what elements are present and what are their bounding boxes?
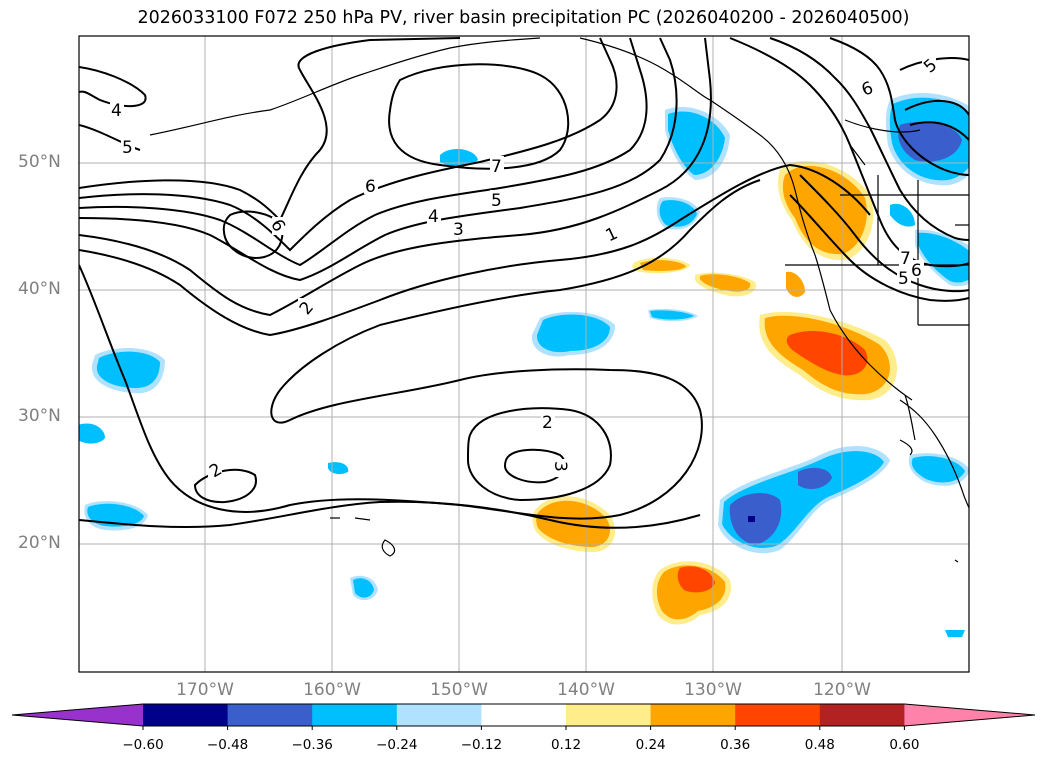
lat-label-50n: 50°N <box>18 152 61 172</box>
lon-label-170w: 170°W <box>176 680 234 700</box>
contour-label: 3 <box>453 220 464 240</box>
colorbar-tick-label: 0.48 <box>804 737 835 753</box>
contour-label: 6 <box>365 177 376 197</box>
pv-contours <box>79 37 969 529</box>
colorbar-tick-label: −0.36 <box>291 737 333 753</box>
precip-shading <box>79 93 969 637</box>
colorbar-segment <box>143 704 229 726</box>
contour-label: 3 <box>550 461 570 472</box>
contour-label: 2 <box>542 413 553 433</box>
lon-label-140w: 140°W <box>557 680 615 700</box>
colorbar-segment <box>312 704 398 726</box>
colorbar-tick-label: −0.48 <box>206 737 249 753</box>
colorbar-extend-high <box>904 704 1035 726</box>
contour-label: 6 <box>911 261 922 281</box>
colorbar-segment <box>396 704 482 726</box>
contour-label: 5 <box>491 191 502 211</box>
lon-label-160w: 160°W <box>303 680 361 700</box>
colorbar-segment <box>481 704 567 726</box>
colorbar-segment <box>819 704 905 726</box>
colorbar-tick-label: 0.12 <box>550 737 582 753</box>
lat-label-20n: 20°N <box>18 533 61 553</box>
contour-label: 4 <box>428 207 439 227</box>
colorbar-segment <box>227 704 313 726</box>
colorbar-tick-label: 0.60 <box>889 737 920 753</box>
colorbar-tick-label: −0.12 <box>460 737 503 753</box>
map-frame <box>78 35 970 673</box>
colorbar-tick-label: 0.36 <box>720 737 751 753</box>
colorbar-tick-label: −0.24 <box>376 737 418 753</box>
lat-label-40n: 40°N <box>18 279 61 299</box>
gridlines <box>79 36 969 672</box>
lon-label-150w: 150°W <box>430 680 488 700</box>
contour-labels: 4 5 6 7 6 5 4 3 1 2 2 3 2 6 <box>110 55 941 482</box>
colorbar-tick-label: −0.60 <box>122 737 164 753</box>
contour-label: 7 <box>900 249 911 269</box>
colorbar-segment <box>650 704 736 726</box>
contour-label: 5 <box>898 269 909 289</box>
lon-label-120w: 120°W <box>813 680 871 700</box>
map-title: 2026033100 F072 250 hPa PV, river basin … <box>137 8 910 28</box>
colorbar-tick-label: 0.24 <box>635 737 666 753</box>
colorbar <box>11 703 1036 730</box>
lon-label-130w: 130°W <box>684 680 742 700</box>
contour-label: 4 <box>111 101 122 121</box>
colorbar-segment <box>566 704 652 726</box>
contour-label: 5 <box>122 138 133 158</box>
colorbar-segment <box>735 704 821 726</box>
contour-label: 1 <box>603 224 621 247</box>
contour-label: 7 <box>491 157 502 177</box>
lat-label-30n: 30°N <box>18 406 61 426</box>
colorbar-extend-low <box>12 704 143 726</box>
